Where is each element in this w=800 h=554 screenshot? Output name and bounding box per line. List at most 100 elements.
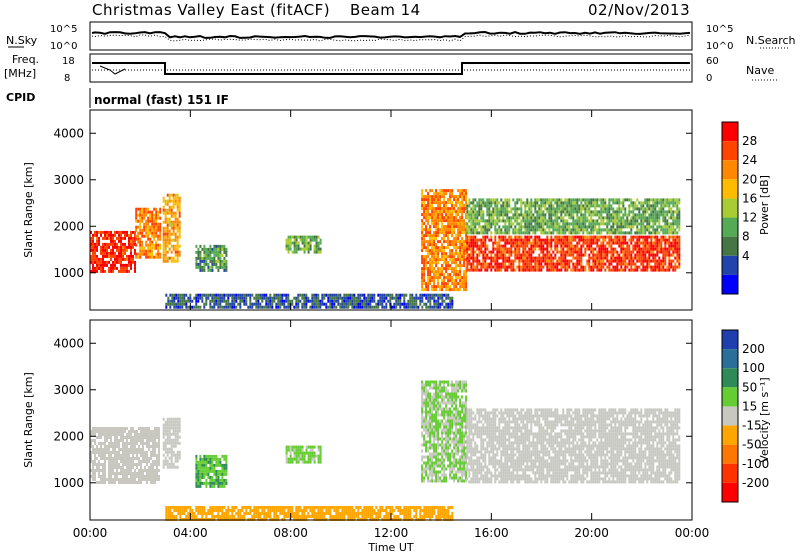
heatmap-cell <box>630 219 633 223</box>
heatmap-cell <box>162 462 165 466</box>
heatmap-cell <box>166 238 169 242</box>
heatmap-cell <box>221 466 224 470</box>
heatmap-cell <box>108 460 110 463</box>
heatmap-cell <box>638 241 641 245</box>
heatmap-cell <box>140 481 142 484</box>
heatmap-cell <box>132 451 134 454</box>
heatmap-cell <box>514 216 517 220</box>
heatmap-cell <box>488 238 491 242</box>
heatmap-cell <box>656 204 659 208</box>
heatmap-cell <box>439 213 442 217</box>
heatmap-cell <box>174 214 177 218</box>
heatmap-cell <box>457 255 460 259</box>
heatmap-cell <box>425 231 428 235</box>
heatmap-cell <box>614 231 617 235</box>
heatmap-cell <box>451 299 454 303</box>
heatmap-cell <box>590 222 593 226</box>
heatmap-cell <box>474 244 477 248</box>
heatmap-cell <box>466 244 469 248</box>
heatmap-cell <box>662 250 665 254</box>
heatmap-cell <box>104 254 106 258</box>
heatmap-cell <box>315 302 318 306</box>
heatmap-cell <box>209 250 212 254</box>
heatmap-cell <box>470 256 473 260</box>
heatmap-cell <box>662 265 665 269</box>
heatmap-cell <box>122 251 124 255</box>
heatmap-cell <box>602 198 605 202</box>
heatmap-cell <box>325 293 328 297</box>
heatmap-cell <box>425 305 428 309</box>
heatmap-cell <box>152 460 154 463</box>
heatmap-cell <box>147 219 150 223</box>
heatmap-cell <box>594 238 597 242</box>
heatmap-cell <box>381 296 384 300</box>
heatmap-cell <box>443 282 446 286</box>
heatmap-cell <box>175 302 178 306</box>
heatmap-cell <box>586 207 589 211</box>
heatmap-cell <box>411 293 414 297</box>
heatmap-cell <box>171 302 174 306</box>
heatmap-cell <box>542 198 545 202</box>
nsky-trace <box>91 30 691 39</box>
heatmap-cell <box>676 198 679 202</box>
heatmap-cell <box>449 302 452 306</box>
heatmap-cell <box>618 244 621 248</box>
heatmap-cell <box>500 244 503 248</box>
heatmap-cell <box>528 213 531 217</box>
heatmap-cell <box>496 265 499 269</box>
heatmap-cell <box>170 456 173 460</box>
heatmap-cell <box>660 238 663 242</box>
heatmap-cell <box>181 302 184 306</box>
heatmap-cell <box>626 225 629 229</box>
heatmap-cell <box>465 285 468 289</box>
heatmap-cell <box>319 238 322 242</box>
heatmap-cell <box>612 259 615 263</box>
heatmap-cell <box>620 238 623 242</box>
heatmap-cell <box>600 222 603 226</box>
heatmap-cell <box>130 448 132 451</box>
heatmap-cell <box>132 436 134 439</box>
heatmap-cell <box>453 207 456 211</box>
heatmap-cell <box>441 252 444 256</box>
heatmap-cell <box>423 246 426 250</box>
heatmap-cell <box>568 201 571 205</box>
heatmap-cell <box>146 439 148 442</box>
heatmap-cell <box>622 238 625 242</box>
heatmap-cell <box>157 246 160 250</box>
heatmap-cell <box>172 202 175 206</box>
heatmap-cell <box>476 256 479 260</box>
heatmap-cell <box>455 201 458 205</box>
heatmap-cell <box>162 226 165 230</box>
heatmap-cell <box>367 293 370 297</box>
heatmap-cell <box>155 216 158 220</box>
heatmap-cell <box>435 285 438 289</box>
heatmap-cell <box>309 299 312 303</box>
heatmap-cell <box>492 265 495 269</box>
heatmap-cell <box>146 445 148 448</box>
heatmap-cell <box>570 244 573 248</box>
heatmap-cell <box>140 433 142 436</box>
heatmap-cell <box>215 265 218 269</box>
heatmap-cell <box>164 256 167 260</box>
heatmap-cell <box>155 240 158 244</box>
heatmap-cell <box>257 293 260 297</box>
heatmap-cell <box>508 204 511 208</box>
heatmap-cell <box>427 279 430 283</box>
heatmap-cell <box>285 238 288 242</box>
heatmap-cell <box>152 442 154 445</box>
heatmap-cell <box>313 302 316 306</box>
heatmap-cell <box>532 268 535 272</box>
heatmap-cell <box>152 481 154 484</box>
heatmap-cell <box>223 247 226 251</box>
heatmap-cell <box>345 296 348 300</box>
heatmap-cell <box>147 231 150 235</box>
heatmap-cell <box>662 228 665 232</box>
heatmap-cell <box>622 250 625 254</box>
heatmap-cell <box>447 264 450 268</box>
heatmap-cell <box>94 233 96 237</box>
heatmap-cell <box>634 247 637 251</box>
heatmap-cell <box>431 204 434 208</box>
heatmap-cell <box>626 244 629 248</box>
heatmap-cell <box>654 256 657 260</box>
heatmap-cell <box>480 204 483 208</box>
